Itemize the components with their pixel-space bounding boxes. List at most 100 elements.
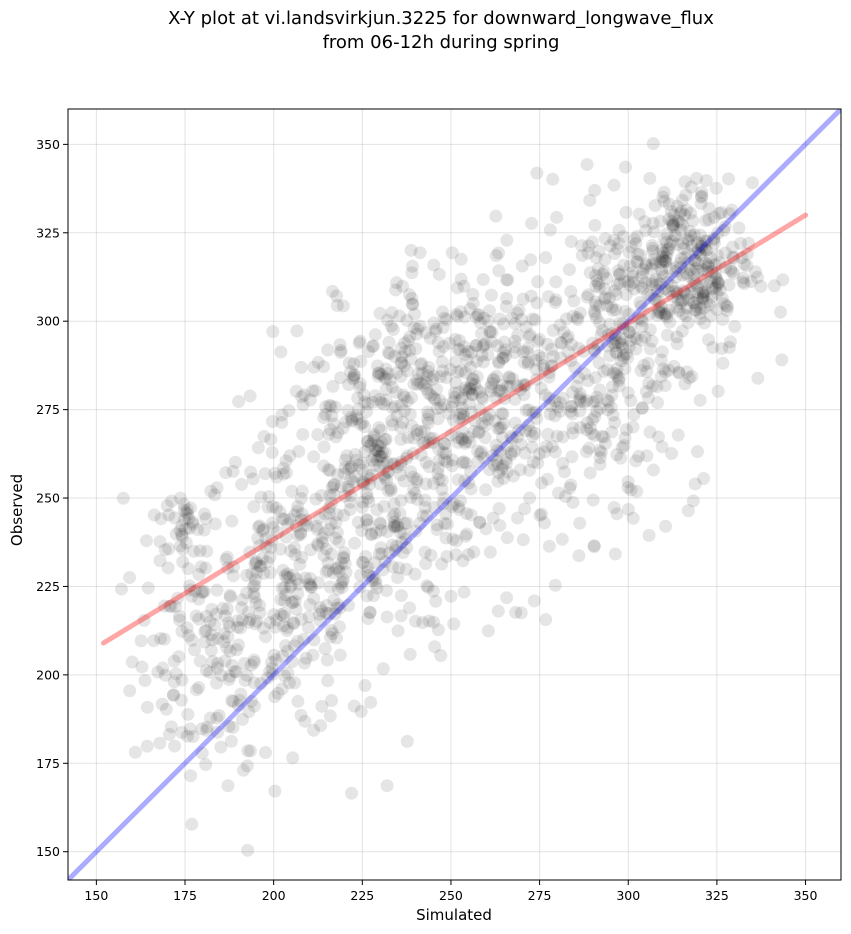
data-point <box>616 317 630 331</box>
data-point <box>455 456 469 470</box>
data-point <box>191 522 205 536</box>
data-point <box>517 379 531 393</box>
data-point <box>593 457 607 471</box>
data-point <box>666 289 680 303</box>
data-point <box>125 655 139 669</box>
data-point <box>399 562 413 576</box>
data-point <box>365 437 379 451</box>
data-point <box>500 440 514 454</box>
data-point <box>253 606 267 620</box>
data-point <box>378 445 392 459</box>
data-point <box>290 504 304 518</box>
data-point <box>473 315 487 329</box>
data-point <box>198 625 212 639</box>
data-point <box>186 730 200 744</box>
data-point <box>598 291 612 305</box>
data-point <box>495 407 509 421</box>
data-point <box>326 566 340 580</box>
data-point <box>285 595 299 609</box>
data-point <box>466 287 480 301</box>
data-point <box>408 567 422 581</box>
data-point <box>216 601 230 615</box>
data-point <box>735 251 749 265</box>
data-point <box>639 223 653 237</box>
data-point <box>134 634 148 648</box>
data-point <box>374 449 388 463</box>
data-point <box>722 207 736 221</box>
data-point <box>654 306 668 320</box>
data-point <box>724 262 738 276</box>
data-point <box>313 614 327 628</box>
data-point <box>502 370 516 384</box>
data-point <box>588 183 602 197</box>
data-point <box>250 565 264 579</box>
data-point <box>361 434 375 448</box>
data-point <box>375 436 389 450</box>
data-point <box>192 592 206 606</box>
data-point <box>160 499 174 513</box>
data-point <box>299 651 313 665</box>
data-point <box>366 570 380 584</box>
data-point <box>353 334 367 348</box>
data-point <box>737 277 751 291</box>
data-point <box>390 366 404 380</box>
data-point <box>469 338 483 352</box>
data-point <box>684 180 698 194</box>
data-point <box>369 526 383 540</box>
data-point <box>209 607 223 621</box>
data-point <box>304 578 318 592</box>
data-point <box>183 521 197 535</box>
data-point <box>423 331 437 345</box>
data-point <box>276 563 290 577</box>
data-point <box>514 383 528 397</box>
data-point <box>531 456 545 470</box>
data-point <box>410 492 424 506</box>
data-point <box>226 694 240 708</box>
data-point <box>492 356 506 370</box>
data-point <box>640 365 654 379</box>
data-point <box>548 445 562 459</box>
data-point <box>658 307 672 321</box>
data-point <box>181 507 195 521</box>
data-point <box>337 546 351 560</box>
data-point <box>381 484 395 498</box>
data-point <box>486 511 500 525</box>
data-point <box>140 739 154 753</box>
data-point <box>397 474 411 488</box>
data-point <box>356 456 370 470</box>
data-point <box>699 213 713 227</box>
data-point <box>702 333 716 347</box>
data-point <box>678 175 692 189</box>
data-point <box>397 359 411 373</box>
data-point <box>583 193 597 207</box>
data-point <box>475 327 489 341</box>
data-point <box>153 736 167 750</box>
data-point <box>373 517 387 531</box>
data-point <box>655 345 669 359</box>
data-point <box>362 344 376 358</box>
data-point <box>421 416 435 430</box>
data-point <box>418 424 432 438</box>
data-point <box>378 555 392 569</box>
data-point <box>654 300 668 314</box>
data-point <box>662 212 676 226</box>
data-point <box>459 456 473 470</box>
data-point <box>345 413 359 427</box>
data-point <box>700 234 714 248</box>
data-point <box>465 345 479 359</box>
data-point <box>468 377 482 391</box>
data-point <box>622 340 636 354</box>
data-point <box>296 427 310 441</box>
data-point <box>261 671 275 685</box>
data-point <box>248 578 262 592</box>
data-point <box>323 630 337 644</box>
data-point <box>530 296 544 310</box>
data-point <box>600 393 614 407</box>
data-point <box>686 494 700 508</box>
data-point <box>710 279 724 293</box>
data-point <box>377 468 391 482</box>
data-point <box>573 391 587 405</box>
data-point <box>128 745 142 759</box>
data-point <box>288 594 302 608</box>
data-point <box>646 379 660 393</box>
